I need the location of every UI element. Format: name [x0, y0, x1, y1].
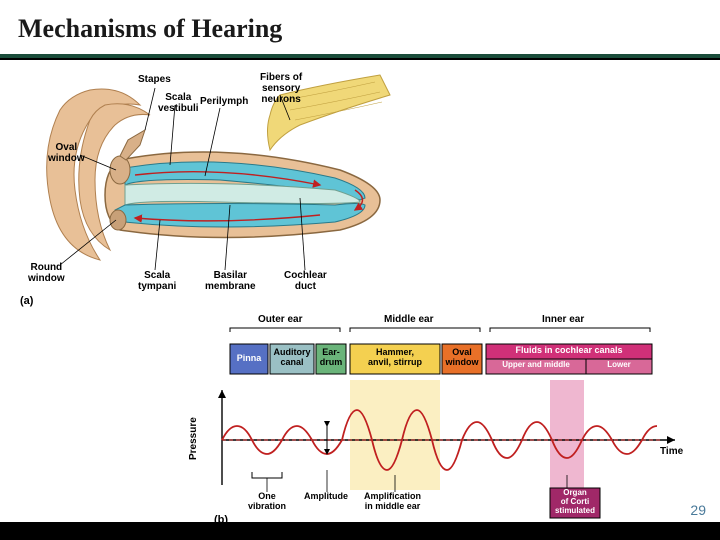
label-round-window: Round window: [28, 262, 65, 284]
label-stapes: Stapes: [138, 74, 171, 85]
header: Mechanisms of Hearing: [0, 0, 720, 58]
slide: Mechanisms of Hearing: [0, 0, 720, 540]
page-number: 29: [690, 502, 706, 518]
lbl-upper-middle: Upper and middle: [488, 361, 584, 370]
label-basilar-membrane: Basilar membrane: [205, 270, 256, 292]
diagram-a: Stapes Scala vestibuli Oval window Peril…: [20, 70, 420, 310]
axis-pressure: Pressure: [188, 417, 199, 460]
diagram-b: Outer ear Middle ear Inner ear Pinna Aud…: [180, 320, 690, 520]
marker-b: (b): [214, 514, 228, 526]
label-cochlear-duct: Cochlear duct: [284, 270, 327, 292]
lbl-auditory-canal: Auditory canal: [271, 348, 313, 368]
stapes: [120, 130, 145, 160]
label-fibers: Fibers of sensory neurons: [260, 72, 302, 105]
lbl-ossicles: Hammer, anvil, stirrup: [352, 348, 438, 368]
lbl-pinna: Pinna: [234, 354, 264, 364]
ann-amplitude: Amplitude: [304, 492, 348, 502]
ann-one-vibration: One vibration: [248, 492, 286, 512]
content-area: Stapes Scala vestibuli Oval window Peril…: [0, 60, 720, 522]
lbl-oval-window: Oval window: [443, 348, 481, 368]
axis-time: Time: [660, 446, 683, 457]
lbl-lower: Lower: [588, 361, 650, 370]
label-oval-window: Oval window: [48, 142, 85, 164]
ann-amplification: Amplification in middle ear: [364, 492, 421, 512]
section-outer-ear: Outer ear: [258, 314, 302, 325]
oval-window: [110, 156, 130, 184]
label-scala-vestibuli: Scala vestibuli: [158, 92, 199, 114]
label-perilymph: Perilymph: [200, 96, 248, 107]
round-window: [110, 210, 126, 230]
lbl-eardrum: Ear- drum: [317, 348, 345, 368]
section-inner-ear: Inner ear: [542, 314, 584, 325]
section-middle-ear: Middle ear: [384, 314, 433, 325]
page-title: Mechanisms of Hearing: [18, 14, 702, 44]
marker-a: (a): [20, 295, 33, 307]
lbl-organ-corti: Organ of Corti stimulated: [552, 489, 598, 515]
lbl-cochlear-canals: Fluids in cochlear canals: [490, 346, 648, 356]
label-scala-tympani: Scala tympani: [138, 270, 176, 292]
